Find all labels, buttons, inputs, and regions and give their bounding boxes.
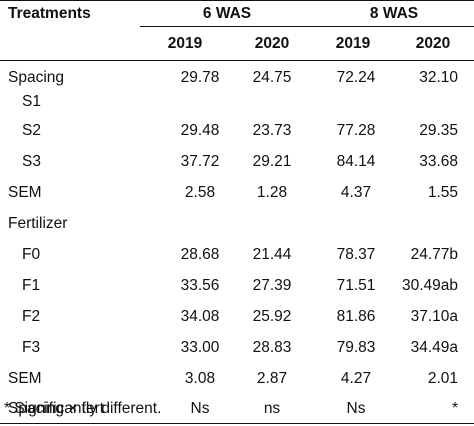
year-header: 2019 bbox=[140, 26, 230, 61]
cell-value: 34.08 bbox=[180, 307, 220, 325]
table-row: F0 28.68 21.44 78.37 24.77b bbox=[0, 239, 474, 270]
table-row: S2 29.48 23.73 77.28 29.35 bbox=[0, 115, 474, 146]
row-label: S1 bbox=[22, 93, 41, 110]
cell-value: * bbox=[392, 394, 474, 424]
cell-value: 24.77b bbox=[410, 245, 459, 263]
cell-value: 2.58 bbox=[184, 183, 216, 201]
year-header: 2019 bbox=[314, 26, 393, 61]
cell-value bbox=[230, 208, 314, 239]
year-header-blank bbox=[0, 26, 140, 61]
cell-value: ns bbox=[230, 394, 315, 424]
year-header: 2020 bbox=[392, 26, 474, 61]
table-body: Spacing 29.78 24.75 72.24 32.10 S1 S2 29.48 23.7… bbox=[0, 61, 474, 424]
cell-value: 79.83 bbox=[336, 338, 376, 356]
cell-value: 28.68 bbox=[180, 245, 220, 263]
cell-value bbox=[314, 93, 392, 115]
cell-value: 33.00 bbox=[180, 338, 220, 356]
row-label: SEM bbox=[8, 369, 42, 387]
cell-value: 29.21 bbox=[252, 152, 292, 170]
table-row: SEM 2.58 1.28 4.37 1.55 bbox=[0, 177, 474, 208]
cell-value: 23.73 bbox=[252, 121, 292, 139]
cell-value: 33.56 bbox=[180, 276, 220, 294]
cell-value: 2.87 bbox=[256, 369, 288, 387]
header-group-row: Treatments 6 WAS 8 WAS bbox=[0, 0, 474, 27]
cell-value: 78.37 bbox=[336, 245, 376, 263]
table-row: Spacing 29.78 24.75 72.24 32.10 bbox=[0, 61, 474, 94]
row-label: SEM bbox=[8, 183, 42, 201]
cell-value: Ns bbox=[314, 394, 393, 424]
table-row: SEM 3.08 2.87 4.27 2.01 bbox=[0, 363, 474, 394]
row-label: Spacing × fert bbox=[0, 394, 140, 424]
cell-value: 29.35 bbox=[419, 121, 459, 139]
table-row: S1 bbox=[0, 93, 474, 115]
cell-value bbox=[314, 208, 392, 239]
table-row: Spacing × fert Ns ns Ns * bbox=[0, 394, 474, 424]
cell-value: 4.37 bbox=[340, 183, 372, 201]
group-8was-header: 8 WAS bbox=[314, 0, 474, 27]
row-label: S3 bbox=[22, 152, 41, 170]
header-year-row: 2019 2020 2019 2020 bbox=[0, 26, 474, 61]
cell-value: 29.78 bbox=[180, 69, 220, 86]
cell-value: 24.75 bbox=[252, 69, 292, 86]
cell-value bbox=[392, 208, 474, 239]
cell-value: 77.28 bbox=[336, 121, 376, 139]
cell-value bbox=[230, 93, 314, 115]
cell-value: 72.24 bbox=[336, 69, 376, 86]
cell-value: 81.86 bbox=[336, 307, 376, 325]
row-label: F2 bbox=[22, 307, 41, 325]
table-header: Treatments 6 WAS 8 WAS 2019 2020 2019 20… bbox=[0, 0, 474, 61]
row-label: S2 bbox=[22, 121, 41, 139]
cell-value: 25.92 bbox=[252, 307, 292, 325]
cell-value: Ns bbox=[140, 394, 230, 424]
cell-value: 84.14 bbox=[336, 152, 376, 170]
cell-value bbox=[140, 208, 230, 239]
treatments-header: Treatments bbox=[0, 0, 140, 27]
footnote: * Significantly different. bbox=[4, 400, 162, 417]
row-label: F3 bbox=[22, 338, 41, 356]
cell-value: 1.55 bbox=[427, 183, 459, 201]
table-row: Fertilizer bbox=[0, 208, 474, 239]
row-label: F1 bbox=[22, 276, 41, 294]
cell-value: 28.83 bbox=[252, 338, 292, 356]
row-label: Fertilizer bbox=[8, 214, 68, 232]
cell-value: 30.49ab bbox=[402, 276, 459, 294]
cell-value: 37.72 bbox=[180, 152, 220, 170]
table-row: F1 33.56 27.39 71.51 30.49ab bbox=[0, 270, 474, 301]
cell-value: 37.10a bbox=[410, 307, 459, 325]
cell-value: 21.44 bbox=[252, 245, 292, 263]
table-row: F3 33.00 28.83 79.83 34.49a bbox=[0, 332, 474, 363]
year-header: 2020 bbox=[230, 26, 315, 61]
table-row: F2 34.08 25.92 81.86 37.10a bbox=[0, 301, 474, 332]
row-label: F0 bbox=[22, 245, 41, 263]
cell-value: 27.39 bbox=[252, 276, 292, 294]
cell-value: 4.27 bbox=[340, 369, 372, 387]
table-row: S3 37.72 29.21 84.14 33.68 bbox=[0, 146, 474, 177]
cell-value: 33.68 bbox=[419, 152, 459, 170]
cell-value: 1.28 bbox=[256, 183, 288, 201]
cell-value bbox=[392, 93, 474, 115]
cell-value: 34.49a bbox=[410, 338, 459, 356]
cell-value: 3.08 bbox=[184, 369, 216, 387]
cell-value: 29.48 bbox=[180, 121, 220, 139]
cell-value: 2.01 bbox=[427, 369, 459, 387]
cell-value: 71.51 bbox=[336, 276, 376, 294]
row-label: Spacing bbox=[8, 69, 65, 86]
cell-value bbox=[140, 93, 230, 115]
cell-value: 32.10 bbox=[419, 69, 459, 86]
group-6was-header: 6 WAS bbox=[140, 0, 315, 27]
